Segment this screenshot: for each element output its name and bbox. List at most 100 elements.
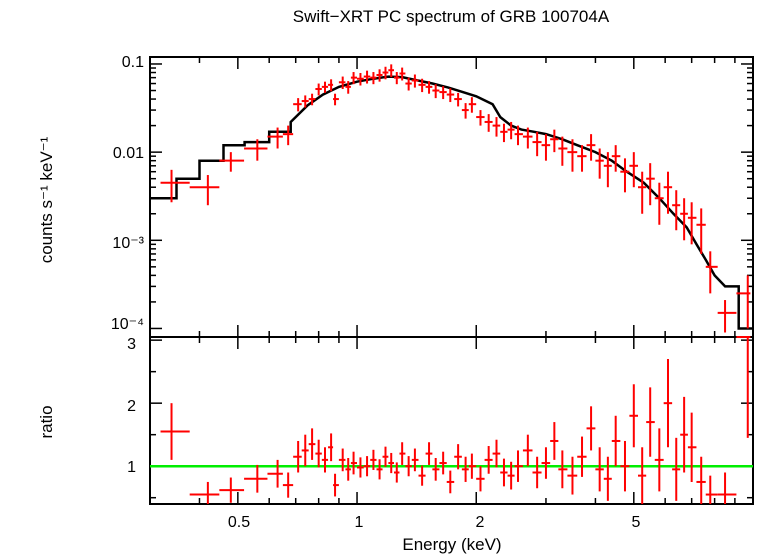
ratio-tick-label-1: 1	[127, 459, 136, 476]
spectrum-point	[663, 171, 673, 214]
ratio-point	[672, 437, 681, 501]
spectrum-point	[363, 70, 371, 84]
ratio-tick-label-2: 2	[127, 398, 136, 415]
spectrum-point	[267, 127, 283, 149]
ratio-point	[267, 459, 283, 488]
chart-title: Swift−XRT PC spectrum of GRB 100704A	[293, 7, 610, 26]
ratio-point	[687, 412, 697, 482]
ratio-point	[532, 456, 542, 489]
spectrum-point	[328, 79, 334, 92]
model-step-curve	[150, 75, 753, 330]
spectrum-point	[446, 88, 455, 103]
ratio-point	[541, 447, 551, 479]
spectrum-point	[376, 69, 383, 82]
spectrum-point	[558, 136, 568, 166]
spectrum-point	[405, 77, 412, 91]
spectrum-point	[219, 152, 245, 172]
ratio-point	[321, 447, 329, 473]
spectrum-point	[425, 81, 433, 94]
spectrum-point	[468, 97, 477, 113]
ratio-point	[705, 475, 718, 504]
ratio-point	[696, 456, 706, 504]
spectrum-point	[382, 66, 389, 80]
ratio-point	[425, 442, 433, 465]
spectrum-point	[321, 81, 329, 93]
x-tick-label-5: 5	[632, 514, 641, 531]
ratio-point	[315, 439, 322, 468]
ratio-point	[550, 422, 559, 460]
ratio-point	[376, 459, 383, 480]
ratio-point	[333, 473, 339, 497]
ratio-point	[468, 453, 477, 479]
ratio-point	[439, 451, 447, 475]
spectrum-point	[484, 114, 493, 132]
ratio-point	[484, 446, 493, 474]
spectrum-point	[282, 125, 294, 146]
top-y-axis-label: counts s⁻¹ keV⁻¹	[37, 136, 56, 263]
ratio-point	[514, 450, 523, 482]
y-tick-label-1e-4: 10⁻⁴	[111, 316, 144, 333]
x-tick-label-1: 1	[355, 514, 364, 531]
ratio-point	[611, 415, 621, 467]
spectrum-point	[687, 202, 697, 245]
ratio-point	[160, 403, 190, 460]
ratio-point	[492, 439, 501, 468]
ratio-point	[382, 446, 389, 467]
ratio-point	[394, 462, 400, 483]
y-tick-label-0.1: 0.1	[122, 54, 144, 71]
ratio-point	[405, 456, 412, 477]
spectrum-point	[611, 145, 621, 172]
ratio-point	[646, 387, 655, 457]
ratio-point	[338, 448, 346, 472]
x-axis-label: Energy (keV)	[402, 535, 501, 554]
ratio-point	[189, 481, 220, 504]
spectrum-point	[577, 145, 587, 172]
spectrum-point	[492, 117, 501, 137]
ratio-point	[654, 428, 664, 492]
ratio-point	[282, 472, 294, 498]
ratio-point	[411, 448, 419, 472]
ratio-point	[301, 434, 309, 467]
ratio-point	[507, 461, 515, 490]
ratio-point	[308, 428, 316, 460]
spectrum-point	[595, 148, 604, 179]
ratio-point	[432, 457, 440, 481]
ratio-point	[500, 458, 508, 487]
ratio-point	[244, 464, 268, 493]
spectrum-point	[629, 152, 638, 188]
spectrum-point	[333, 93, 339, 106]
ratio-point	[399, 442, 406, 465]
ratio-tick-label-3: 3	[127, 336, 136, 353]
spectrum-point	[550, 129, 559, 153]
ratio-point	[595, 447, 604, 492]
spectrum-point	[388, 64, 395, 78]
bottom-y-axis-label: ratio	[37, 405, 56, 438]
spectrum-point	[399, 67, 406, 81]
ratio-point	[717, 472, 737, 504]
spectrum-point	[189, 175, 220, 206]
spectrum-point	[603, 152, 612, 188]
ratio-data-points	[160, 336, 751, 504]
ratio-point	[577, 436, 587, 477]
spectrum-point	[500, 123, 508, 143]
spectrum-point	[736, 275, 751, 329]
ratio-point	[629, 384, 638, 448]
y-tick-label-0.01: 0.01	[113, 145, 144, 162]
spectrum-point	[586, 134, 596, 161]
spectrum-point	[672, 190, 681, 231]
spectrum-point	[541, 134, 551, 161]
ratio-point	[663, 359, 673, 448]
ratio-point	[370, 449, 377, 470]
spectrum-point	[160, 169, 190, 203]
spectrum-point	[411, 74, 419, 88]
spectrum-point	[680, 198, 688, 241]
spectrum-point	[522, 127, 533, 149]
spectrum-point	[439, 86, 447, 100]
model-curve	[150, 75, 753, 330]
ratio-point	[350, 451, 358, 475]
y-tick-label-1e-3: 10⁻³	[112, 235, 144, 252]
spectrum-point	[454, 92, 462, 107]
spectrum-point	[567, 139, 578, 172]
ratio-point	[637, 447, 647, 504]
